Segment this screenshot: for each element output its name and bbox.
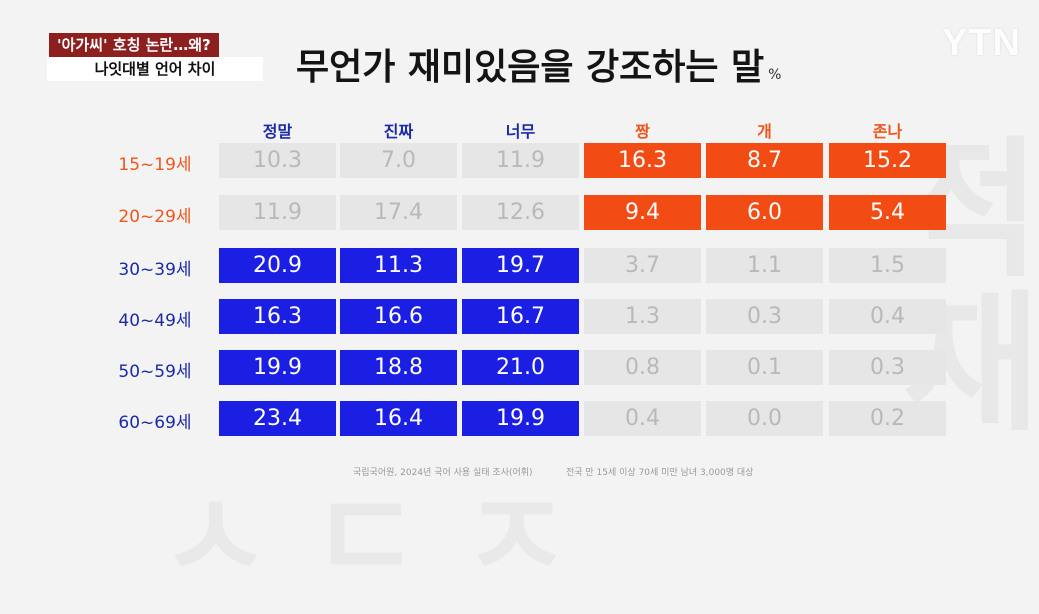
table-cell: 16.7 xyxy=(462,299,579,334)
table-cell: 0.4 xyxy=(829,299,946,334)
column-header: 개 xyxy=(757,122,772,141)
column-header: 정말 xyxy=(262,122,293,141)
table-cell: 1.1 xyxy=(706,248,823,283)
table-cell: 1.3 xyxy=(584,299,701,334)
table-cell: 0.1 xyxy=(706,350,823,385)
table-cell: 0.3 xyxy=(829,350,946,385)
table-cell: 16.3 xyxy=(584,143,701,178)
table-cell: 16.3 xyxy=(219,299,336,334)
table-cell: 5.4 xyxy=(829,195,946,230)
row-label: 30~39세 xyxy=(118,260,192,280)
table-cell: 0.4 xyxy=(584,401,701,436)
table-cell: 12.6 xyxy=(462,195,579,230)
column-header: 너무 xyxy=(505,122,536,141)
table-cell: 20.9 xyxy=(219,248,336,283)
table-cell: 0.2 xyxy=(829,401,946,436)
table-cell: 15.2 xyxy=(829,143,946,178)
table-cell: 3.7 xyxy=(584,248,701,283)
row-label: 15~19세 xyxy=(118,155,192,175)
table-cell: 16.4 xyxy=(340,401,457,436)
row-label: 20~29세 xyxy=(118,207,192,227)
table-cell: 9.4 xyxy=(584,195,701,230)
table-cell: 8.7 xyxy=(706,143,823,178)
news-badge-subtitle: 나잇대별 언어 차이 xyxy=(47,57,263,81)
source-citation: 국립국어원, 2024년 국어 사용 실태 조사(어휘) xyxy=(353,468,533,478)
survey-note: 전국 만 15세 이상 70세 미만 남녀 3,000명 대상 xyxy=(566,468,754,478)
table-cell: 18.8 xyxy=(340,350,457,385)
news-badge-headline: '아가씨' 호칭 논란…왜? xyxy=(49,33,219,57)
row-label: 40~49세 xyxy=(118,311,192,331)
row-label: 60~69세 xyxy=(118,413,192,433)
table-cell: 21.0 xyxy=(462,350,579,385)
table-cell: 6.0 xyxy=(706,195,823,230)
table-cell: 17.4 xyxy=(340,195,457,230)
chart-unit: % xyxy=(768,67,782,83)
table-cell: 11.3 xyxy=(340,248,457,283)
table-cell: 0.0 xyxy=(706,401,823,436)
column-header: 진짜 xyxy=(383,122,414,141)
chart-title: 무언가 재미있음을 강조하는 말% xyxy=(296,38,781,90)
column-header: 짱 xyxy=(635,122,650,141)
chart-title-text: 무언가 재미있음을 강조하는 말 xyxy=(296,47,765,88)
table-cell: 10.3 xyxy=(219,143,336,178)
table-cell: 7.0 xyxy=(340,143,457,178)
table-cell: 23.4 xyxy=(219,401,336,436)
table-cell: 0.8 xyxy=(584,350,701,385)
table-cell: 19.9 xyxy=(219,350,336,385)
table-cell: 16.6 xyxy=(340,299,457,334)
ytn-logo: YTN xyxy=(942,22,1021,64)
table-cell: 19.7 xyxy=(462,248,579,283)
table-cell: 0.3 xyxy=(706,299,823,334)
row-label: 50~59세 xyxy=(118,362,192,382)
column-header: 존나 xyxy=(872,122,903,141)
table-cell: 19.9 xyxy=(462,401,579,436)
table-cell: 11.9 xyxy=(219,195,336,230)
table-cell: 1.5 xyxy=(829,248,946,283)
table-cell: 11.9 xyxy=(462,143,579,178)
